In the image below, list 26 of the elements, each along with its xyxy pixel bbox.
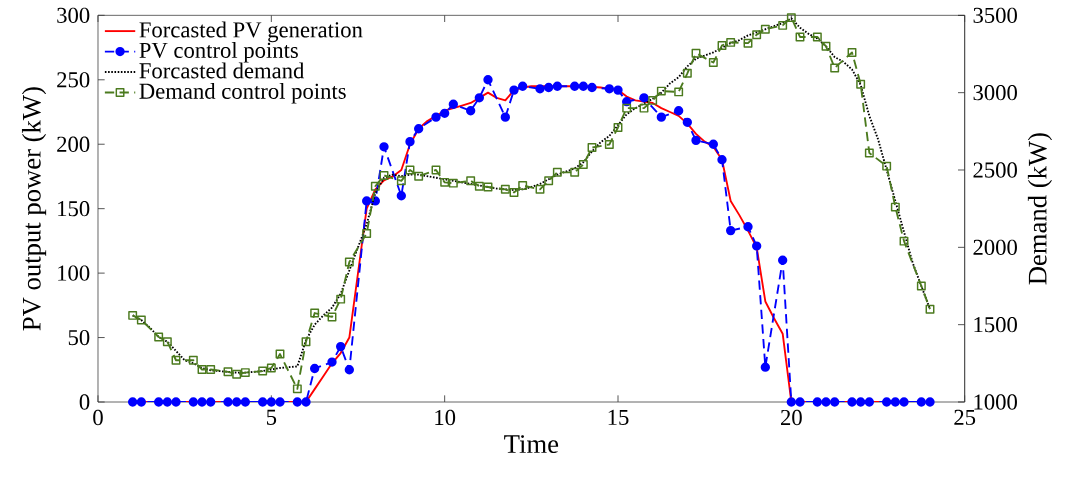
- y-tick-label: 100: [58, 265, 90, 281]
- y-tick-label: 150: [58, 201, 90, 217]
- y2-tick-label: 1000: [974, 394, 1017, 410]
- y2-tick-label: 2000: [973, 239, 1017, 255]
- legend-label: Forcasted PV generation: [139, 21, 363, 43]
- x-tick-label: 15: [608, 409, 629, 426]
- y2-tick-label: 3000: [973, 85, 1017, 101]
- legend-label: Demand control points: [139, 82, 346, 104]
- y-axis-title: PV output power (kW): [21, 87, 47, 331]
- y2-tick-label: 3500: [973, 7, 1017, 23]
- x-tick-label: 0: [93, 409, 103, 426]
- x-axis-title: Time: [504, 435, 559, 454]
- legend-label: PV control points: [139, 42, 298, 63]
- y-tick-label: 50: [68, 329, 90, 346]
- x-tick-label: 25: [954, 409, 976, 426]
- y2-tick-label: 2500: [973, 162, 1017, 178]
- y2-axis-title: Demand (kW): [1027, 133, 1053, 285]
- x-tick-label: 5: [266, 409, 277, 425]
- y-tick-label: 0: [79, 394, 90, 410]
- y-tick-label: 300: [57, 7, 90, 23]
- y-tick-label: 200: [57, 136, 90, 152]
- y2-tick-label: 1500: [974, 317, 1017, 333]
- x-tick-label: 10: [435, 409, 456, 426]
- x-tick-label: 20: [781, 409, 802, 426]
- y-tick-label: 250: [57, 72, 90, 88]
- legend-label: Forcasted demand: [139, 62, 305, 79]
